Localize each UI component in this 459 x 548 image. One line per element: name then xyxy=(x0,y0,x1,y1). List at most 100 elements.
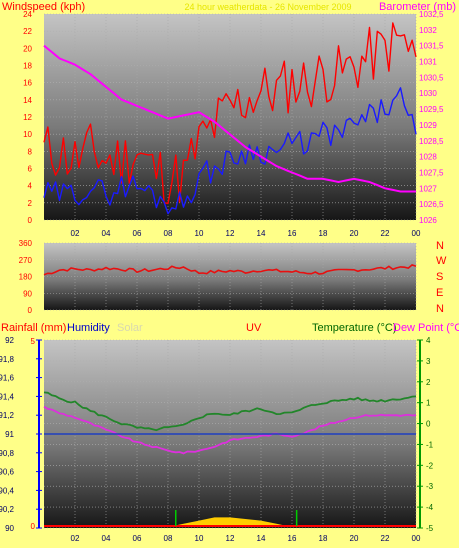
rainfall-label: Rainfall (mm) xyxy=(1,322,66,334)
dir-letter-s: S xyxy=(436,271,443,283)
temp-tick-label: -3 xyxy=(426,482,434,491)
temp-tick-label: -1 xyxy=(426,440,434,449)
x-tick-label-bottom: 02 xyxy=(71,534,80,543)
grid-lines xyxy=(36,13,423,529)
baro-tick-label: 1027,5 xyxy=(419,168,444,177)
humidity-tick-label: 90,6 xyxy=(0,468,15,477)
wind-tick-label: 0 xyxy=(28,216,33,225)
humidity-tick-label: 91,6 xyxy=(0,374,15,383)
dir-tick-label: 360 xyxy=(19,239,33,248)
x-tick-label-top: 20 xyxy=(350,229,359,238)
temp-tick-label: -2 xyxy=(426,461,434,470)
dir-letter-n-bottom: N xyxy=(436,303,444,315)
x-tick-label-top: 08 xyxy=(164,229,173,238)
dir-letter-n-top: N xyxy=(436,240,444,252)
x-tick-label-bottom: 00 xyxy=(412,534,421,543)
humidity-tick-label: 90,2 xyxy=(0,505,15,514)
barometer-axis-title: Barometer (mb) xyxy=(379,1,456,13)
x-tick-label-top: 00 xyxy=(412,229,421,238)
series-avg-line xyxy=(43,87,417,215)
series-gust-line xyxy=(43,22,417,205)
baro-tick-label: 1032 xyxy=(419,26,437,35)
x-tick-label-bottom: 10 xyxy=(195,534,204,543)
x-tick-label-top: 10 xyxy=(195,229,204,238)
tick-labels: 0202040406060808101012121414161618182020… xyxy=(0,10,444,543)
wind-tick-label: 4 xyxy=(28,182,33,191)
x-tick-label-bottom: 18 xyxy=(319,534,328,543)
rain-tick-label: 0 xyxy=(31,522,36,531)
temp-tick-label: 3 xyxy=(426,357,431,366)
wind-tick-label: 6 xyxy=(28,165,33,174)
chart-title: 24 hour weatherdata - 26 November 2009 xyxy=(184,2,351,12)
dir-tick-label: 0 xyxy=(28,306,33,315)
baro-tick-label: 1030,5 xyxy=(419,73,444,82)
temperature-label: Temperature (°C) xyxy=(312,322,396,334)
humidity-tick-label: 91,2 xyxy=(0,411,15,420)
baro-tick-label: 1028 xyxy=(419,153,437,162)
uv-label: UV xyxy=(246,322,262,334)
wind-tick-label: 20 xyxy=(23,44,32,53)
x-tick-label-bottom: 04 xyxy=(102,534,111,543)
dir-tick-label: 90 xyxy=(23,289,32,298)
wind-tick-label: 10 xyxy=(23,130,32,139)
solar-label: Solar xyxy=(117,322,143,334)
wind-tick-label: 18 xyxy=(23,62,32,71)
dir-letter-w: W xyxy=(436,255,447,267)
baro-tick-label: 1031 xyxy=(419,58,437,67)
x-tick-label-bottom: 14 xyxy=(257,534,266,543)
baro-tick-label: 1030 xyxy=(419,89,437,98)
wind-tick-label: 2 xyxy=(28,199,33,208)
x-tick-label-bottom: 22 xyxy=(381,534,390,543)
dir-tick-label: 180 xyxy=(19,273,33,282)
baro-tick-label: 1031,5 xyxy=(419,42,444,51)
humidity-tick-label: 90,4 xyxy=(0,486,15,495)
series-lines xyxy=(43,22,417,527)
humidity-tick-label: 90,8 xyxy=(0,449,15,458)
x-tick-label-bottom: 08 xyxy=(164,534,173,543)
humidity-tick-label: 91,8 xyxy=(0,355,15,364)
baro-tick-label: 1029,5 xyxy=(419,105,444,114)
x-tick-label-top: 16 xyxy=(288,229,297,238)
x-tick-label-top: 04 xyxy=(102,229,111,238)
temp-tick-label: -5 xyxy=(426,524,434,533)
baro-tick-label: 1029 xyxy=(419,121,437,130)
humidity-tick-label: 91 xyxy=(5,430,14,439)
x-tick-label-top: 18 xyxy=(319,229,328,238)
baro-tick-label: 1026 xyxy=(419,216,437,225)
temp-tick-label: 4 xyxy=(426,336,431,345)
x-tick-label-bottom: 16 xyxy=(288,534,297,543)
x-tick-label-top: 02 xyxy=(71,229,80,238)
dir-letter-e: E xyxy=(436,287,443,299)
x-tick-label-bottom: 06 xyxy=(133,534,142,543)
temp-tick-label: 1 xyxy=(426,399,431,408)
x-tick-label-bottom: 12 xyxy=(226,534,235,543)
wind-tick-label: 24 xyxy=(23,10,32,19)
x-tick-label-top: 12 xyxy=(226,229,235,238)
wind-tick-label: 22 xyxy=(23,27,32,36)
series-uv-area xyxy=(44,517,416,527)
temp-tick-label: -4 xyxy=(426,503,434,512)
baro-tick-label: 1032,5 xyxy=(419,10,444,19)
x-tick-label-top: 06 xyxy=(133,229,142,238)
baro-tick-label: 1028,5 xyxy=(419,137,444,146)
x-tick-label-top: 22 xyxy=(381,229,390,238)
x-tick-label-bottom: 20 xyxy=(350,534,359,543)
temp-tick-label: 2 xyxy=(426,378,431,387)
series-temperature-line xyxy=(43,391,417,432)
wind-tick-label: 12 xyxy=(23,113,32,122)
series-baro-line xyxy=(43,44,416,193)
dir-tick-label: 270 xyxy=(19,256,33,265)
x-tick-label-top: 14 xyxy=(257,229,266,238)
wind-tick-label: 16 xyxy=(23,79,32,88)
humidity-tick-label: 92 xyxy=(5,336,14,345)
humidity-tick-label: 91,4 xyxy=(0,392,15,401)
direction-letters: N W S E N xyxy=(436,240,447,315)
windspeed-axis-title: Windspeed (kph) xyxy=(2,1,85,13)
humidity-tick-label: 90 xyxy=(5,524,14,533)
baro-tick-label: 1026,5 xyxy=(419,200,444,209)
dewpoint-label: Dew Point (°C) xyxy=(393,322,459,334)
rain-tick-label: 5 xyxy=(31,337,36,346)
series-direction-line xyxy=(43,263,417,276)
wind-tick-label: 8 xyxy=(28,147,33,156)
